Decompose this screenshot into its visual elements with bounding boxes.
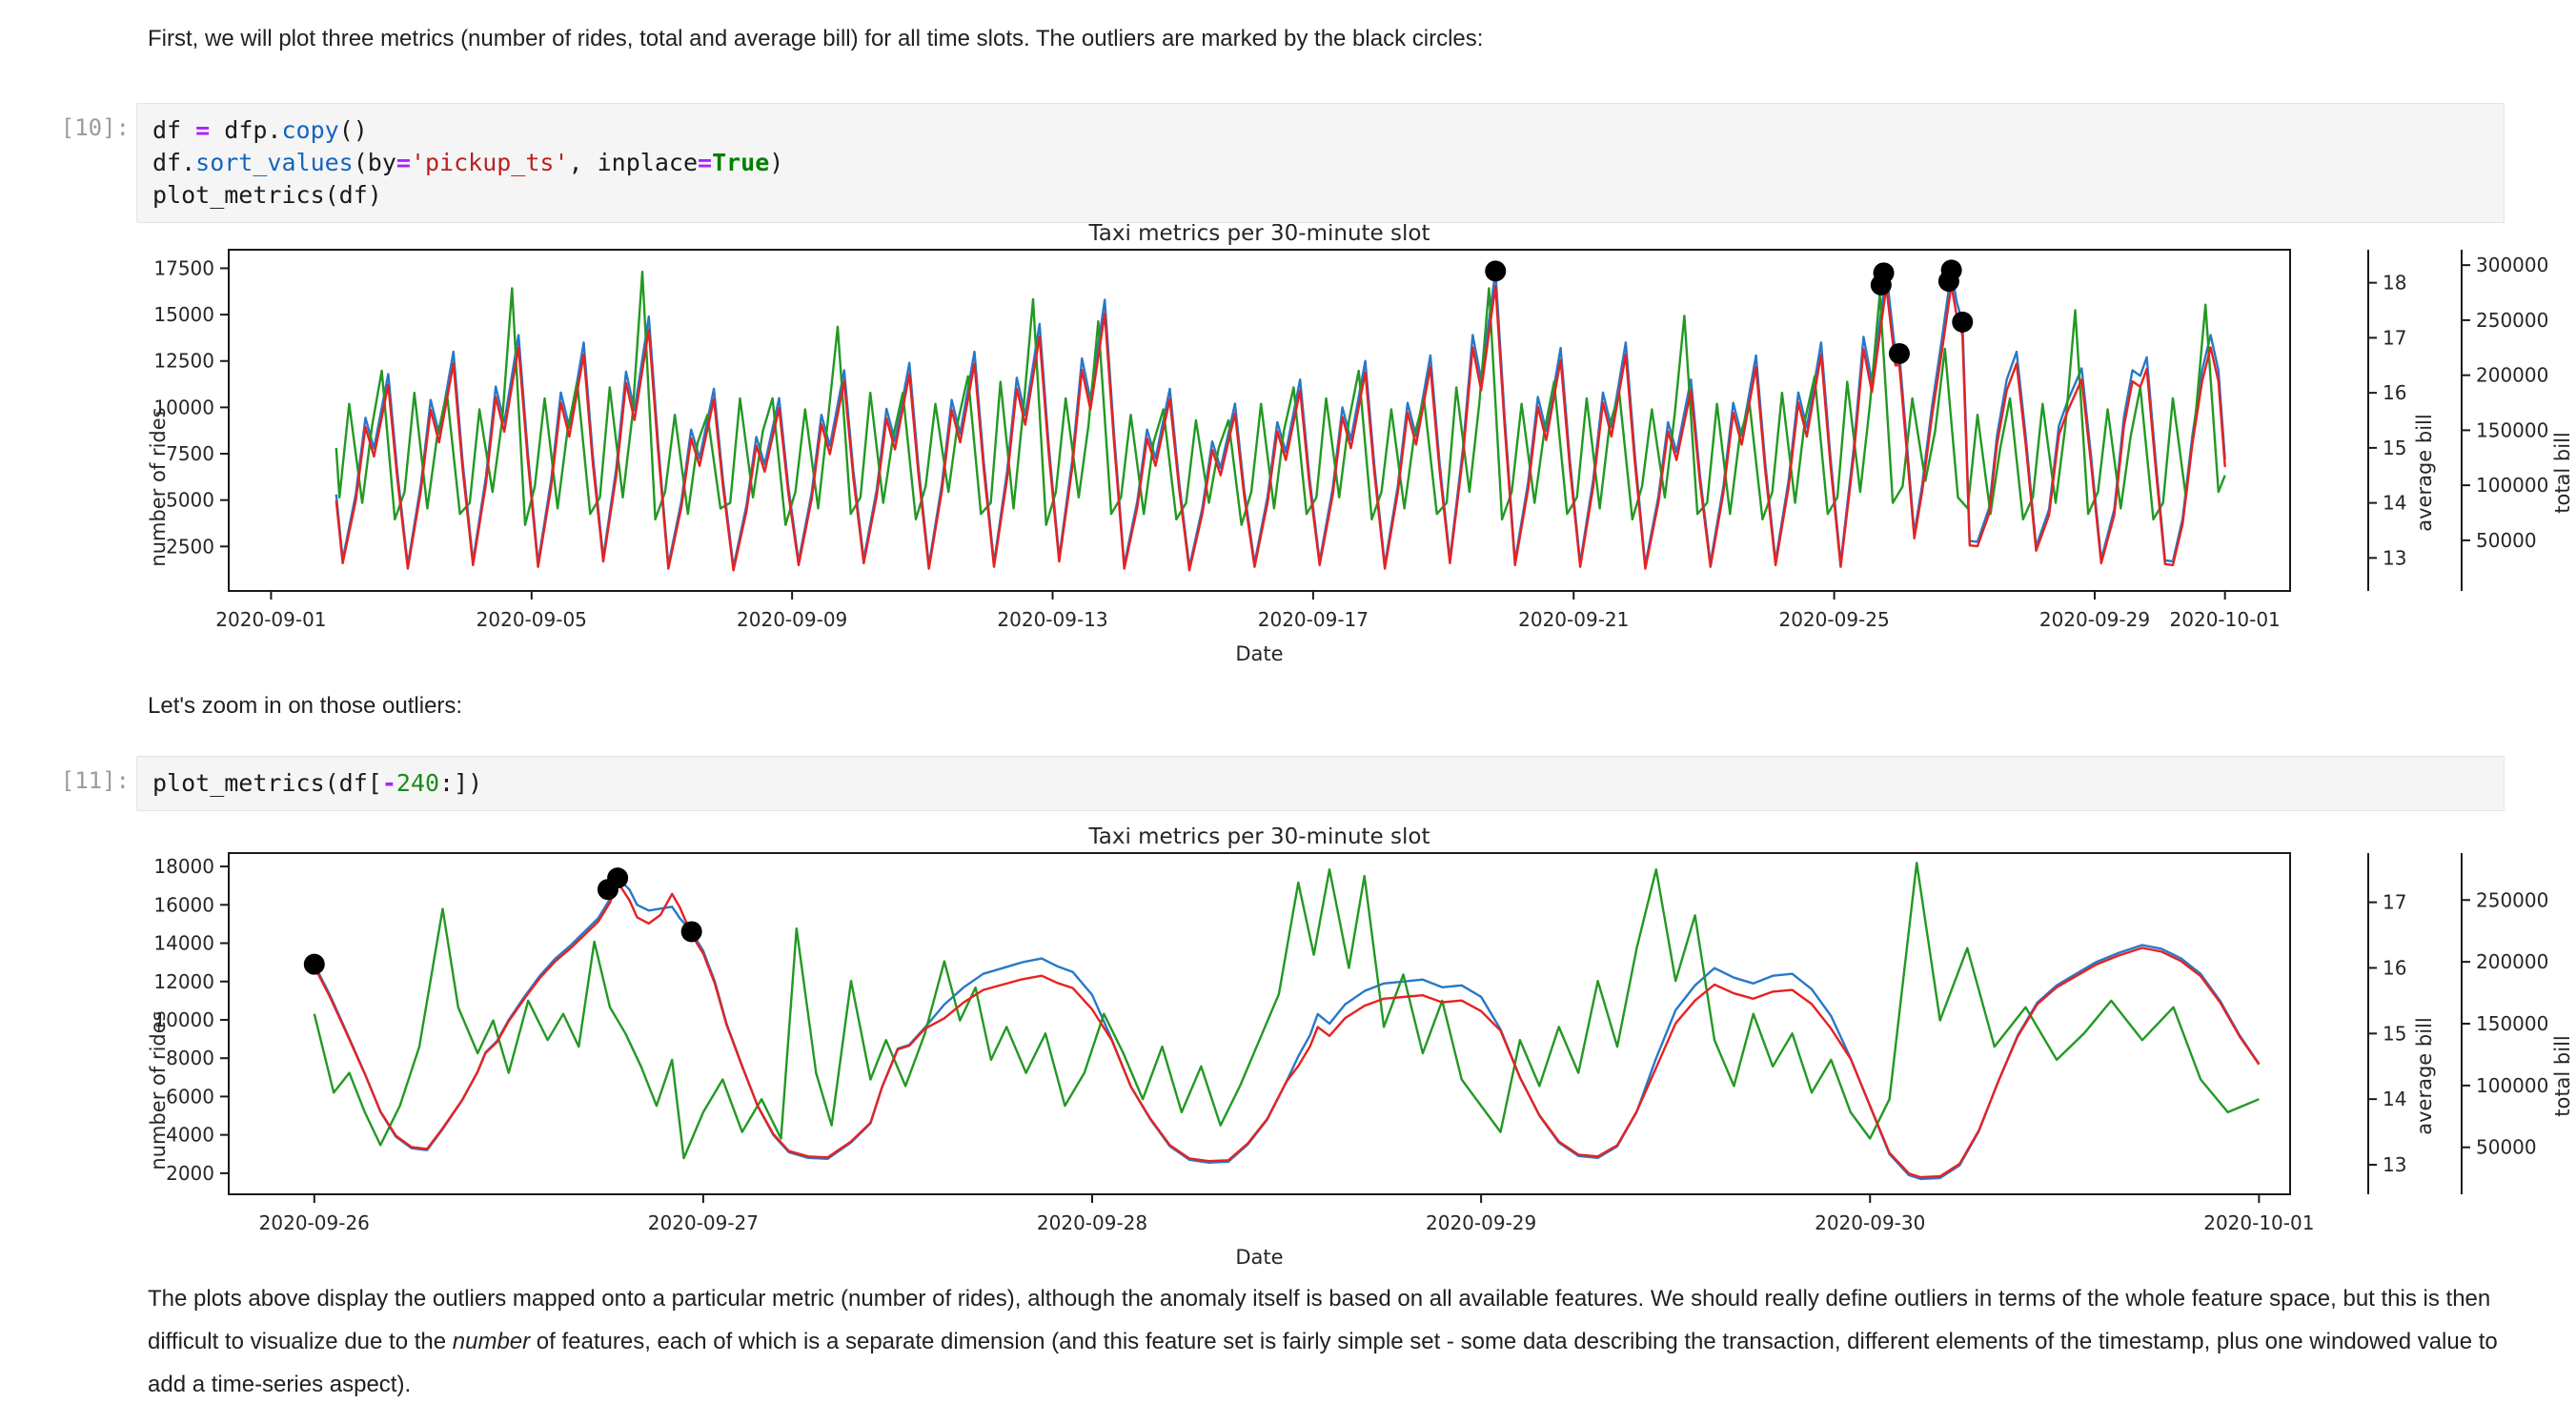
svg-text:2020-09-17: 2020-09-17 xyxy=(1258,608,1369,631)
outlier-marker xyxy=(1870,274,1892,295)
cell-11-prompt: [11]: xyxy=(60,767,130,794)
svg-text:2020-09-29: 2020-09-29 xyxy=(2039,608,2150,631)
code-cell-10[interactable]: df = dfp.copy() df.sort_values(by='picku… xyxy=(136,103,2505,223)
svg-text:12500: 12500 xyxy=(153,350,214,373)
outro-text-after: of features, each of which is a separate… xyxy=(148,1329,2498,1397)
svg-text:16: 16 xyxy=(2383,956,2406,979)
code-editor[interactable]: df = dfp.copy() df.sort_values(by='picku… xyxy=(152,116,784,209)
outlier-marker xyxy=(597,879,619,901)
svg-text:13: 13 xyxy=(2383,546,2406,569)
taxi-metrics-chart: Taxi metrics per 30-minute slot 2020-09-0… xyxy=(147,221,2574,665)
svg-text:13: 13 xyxy=(2383,1153,2406,1176)
number-of-rides-line xyxy=(313,876,2261,1181)
svg-text:2020-09-01: 2020-09-01 xyxy=(215,608,326,631)
outlier-marker xyxy=(1888,342,1910,364)
svg-text:average bill: average bill xyxy=(2413,1017,2436,1134)
svg-text:300000: 300000 xyxy=(2476,254,2548,276)
svg-text:16: 16 xyxy=(2383,381,2406,404)
svg-text:number of rides: number of rides xyxy=(147,1010,170,1170)
svg-text:6000: 6000 xyxy=(166,1085,214,1108)
svg-text:17: 17 xyxy=(2383,326,2406,349)
outlier-marker xyxy=(1485,260,1507,282)
svg-text:2020-09-13: 2020-09-13 xyxy=(997,608,1107,631)
code-editor[interactable]: plot_metrics(df[-240:]) xyxy=(152,769,483,797)
intro-paragraph: First, we will plot three metrics (numbe… xyxy=(148,26,1484,51)
svg-text:2020-09-27: 2020-09-27 xyxy=(648,1211,759,1234)
svg-text:Date: Date xyxy=(1235,1246,1283,1269)
zoom-note-paragraph: Let's zoom in on those outliers: xyxy=(148,693,463,719)
svg-text:2020-10-01: 2020-10-01 xyxy=(2203,1211,2314,1234)
svg-text:14000: 14000 xyxy=(153,932,214,955)
outlier-marker xyxy=(303,953,325,975)
svg-text:200000: 200000 xyxy=(2476,364,2548,387)
svg-text:250000: 250000 xyxy=(2476,309,2548,332)
outlier-marker xyxy=(1937,271,1959,293)
svg-text:2500: 2500 xyxy=(166,535,214,558)
svg-text:200000: 200000 xyxy=(2476,950,2548,973)
cell-10-prompt: [10]: xyxy=(60,114,130,141)
svg-text:50000: 50000 xyxy=(2476,529,2537,552)
svg-text:2020-09-05: 2020-09-05 xyxy=(477,608,587,631)
outlier-marker xyxy=(1952,311,1974,333)
svg-text:Date: Date xyxy=(1235,642,1283,665)
svg-text:10000: 10000 xyxy=(153,1008,214,1031)
outro-text-italic: number xyxy=(452,1329,531,1354)
svg-text:7500: 7500 xyxy=(166,442,214,465)
svg-text:50000: 50000 xyxy=(2476,1136,2537,1159)
svg-text:150000: 150000 xyxy=(2476,418,2548,441)
svg-text:5000: 5000 xyxy=(166,489,214,512)
code-cell-11[interactable]: plot_metrics(df[-240:]) xyxy=(136,756,2505,811)
svg-text:250000: 250000 xyxy=(2476,888,2548,911)
svg-text:18: 18 xyxy=(2383,272,2406,295)
svg-text:total bill: total bill xyxy=(2551,1035,2574,1117)
total-bill-line xyxy=(313,881,2261,1179)
svg-text:2020-09-21: 2020-09-21 xyxy=(1518,608,1629,631)
svg-text:number of rides: number of rides xyxy=(147,407,170,566)
svg-text:14: 14 xyxy=(2383,492,2406,515)
svg-text:150000: 150000 xyxy=(2476,1012,2548,1035)
svg-text:18000: 18000 xyxy=(153,855,214,878)
svg-text:100000: 100000 xyxy=(2476,1074,2548,1097)
svg-text:100000: 100000 xyxy=(2476,474,2548,497)
svg-text:15000: 15000 xyxy=(153,303,214,326)
outlier-marker xyxy=(680,921,702,943)
svg-text:Taxi metrics per 30-minute slo: Taxi metrics per 30-minute slot xyxy=(1088,827,1430,849)
svg-text:15: 15 xyxy=(2383,437,2406,459)
svg-text:Taxi metrics per 30-minute slo: Taxi metrics per 30-minute slot xyxy=(1088,224,1430,246)
metrics-figure-all-slots: Taxi metrics per 30-minute slot 2020-09-0… xyxy=(136,221,2576,672)
average-bill-line xyxy=(313,862,2260,1160)
average-bill-line xyxy=(335,270,2226,526)
svg-text:2020-09-26: 2020-09-26 xyxy=(259,1211,370,1234)
outro-text-before: The plots above display the outliers map… xyxy=(148,1286,2491,1354)
svg-text:2020-09-28: 2020-09-28 xyxy=(1037,1211,1147,1234)
svg-text:2000: 2000 xyxy=(166,1162,214,1185)
metrics-figure-zoomed: Taxi metrics per 30-minute slot 2020-09-2… xyxy=(136,824,2576,1275)
svg-text:2020-09-09: 2020-09-09 xyxy=(737,608,847,631)
svg-text:2020-09-29: 2020-09-29 xyxy=(1426,1211,1536,1234)
svg-text:17500: 17500 xyxy=(153,256,214,279)
svg-text:17: 17 xyxy=(2383,891,2406,914)
svg-text:15: 15 xyxy=(2383,1022,2406,1045)
svg-text:average bill: average bill xyxy=(2413,414,2436,531)
svg-text:2020-09-25: 2020-09-25 xyxy=(1778,608,1889,631)
svg-text:total bill: total bill xyxy=(2551,432,2574,514)
svg-text:16000: 16000 xyxy=(153,893,214,916)
svg-text:14: 14 xyxy=(2383,1088,2406,1110)
svg-text:12000: 12000 xyxy=(153,970,214,993)
svg-text:2020-10-01: 2020-10-01 xyxy=(2170,608,2281,631)
outro-paragraph: The plots above display the outliers map… xyxy=(148,1277,2511,1406)
taxi-metrics-chart: Taxi metrics per 30-minute slot 2020-09-2… xyxy=(147,824,2574,1269)
svg-text:8000: 8000 xyxy=(166,1047,214,1069)
svg-text:10000: 10000 xyxy=(153,396,214,418)
svg-text:4000: 4000 xyxy=(166,1124,214,1147)
svg-text:2020-09-30: 2020-09-30 xyxy=(1815,1211,1925,1234)
number-of-rides-line xyxy=(335,269,2226,568)
